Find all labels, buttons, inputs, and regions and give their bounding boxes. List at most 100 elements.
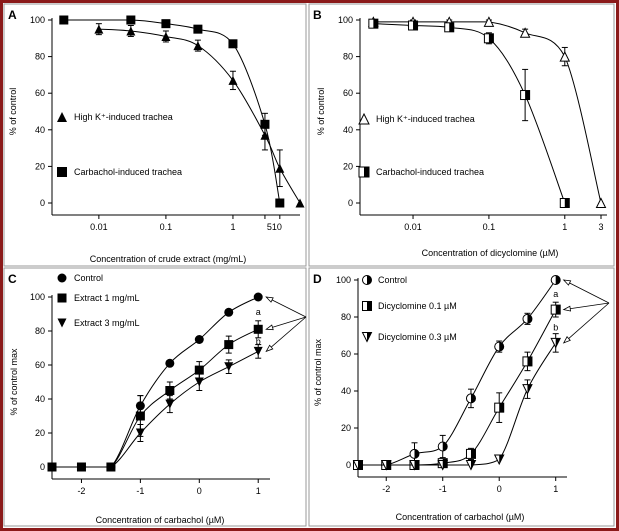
data-point [224,307,234,317]
data-point [559,50,571,62]
marker-half-circle-fill [555,275,561,285]
marker-square [253,324,263,334]
marker-half-square-fill [527,356,532,366]
y-axis-label: % of control max [313,338,323,406]
data-point [224,362,234,372]
y-tick-label: 0 [40,198,45,208]
data-point [194,335,204,344]
y-tick-label: 20 [35,161,45,171]
x-tick-label: 0 [197,486,202,496]
marker-half-square-fill [373,19,378,29]
data-point [520,90,531,101]
panel-frame-c [3,267,307,527]
significance-label: a [256,307,261,317]
data-point [228,75,238,85]
y-tick-label: 60 [35,360,45,370]
data-point [437,441,448,452]
panel-b: B 0 20 40 60 80 100 0.01 0.1 1 3 Concentration of d… [313,8,607,258]
data-point [437,460,449,471]
marker-half-triangle-fill [527,384,532,394]
marker-half-square-fill [470,449,476,459]
annotations: ab [553,279,610,344]
data-point [126,26,136,36]
y-axis-label: % of control [316,88,326,136]
panel-label: B [313,8,322,22]
x-tick-label: 1 [230,222,235,232]
data-point [194,365,204,375]
pointer-arrow [266,296,307,318]
arrow-head [562,305,572,312]
x-tick-label: 0.01 [90,222,108,232]
series-curve [51,328,259,468]
series-1 [368,18,570,208]
data-point [161,19,171,29]
data-point [165,399,175,409]
marker-half-circle-fill [527,314,532,324]
data-point [493,454,505,466]
x-tick-label: 0.01 [404,222,422,232]
data-point [253,292,263,302]
marker-open-triangle [595,197,607,208]
y-tick-label: 40 [35,394,45,404]
data-point [368,18,379,29]
data-point [260,119,270,129]
marker-square [275,198,285,208]
legend-marker [57,318,67,328]
marker-triangle [161,31,171,41]
marker-half-triangle-fill [499,454,504,464]
y-tick-label: 20 [343,161,353,171]
arrow-head [265,344,274,353]
data-point [94,24,104,34]
significance-label: b [256,336,261,346]
legend-marker [57,167,67,177]
data-point [408,20,419,31]
marker-half-square-fill [488,33,494,43]
marker-half-circle-fill [367,275,372,285]
marker-square [135,411,145,421]
panel-label: A [8,8,17,22]
marker-half-square-fill [499,403,504,413]
data-point [519,27,531,38]
legend-label: Dicyclomine 0.1 µM [378,301,457,311]
legend-label: Extract 3 mg/mL [74,318,140,328]
data-point [165,386,175,395]
marker-triangle [295,198,305,208]
marker-half-triangle-fill [470,460,476,470]
data-point [550,337,562,349]
x-tick-label: 0 [497,484,502,494]
data-point [522,356,533,367]
marker-square [228,39,238,49]
marker-inverted-triangle [135,428,145,438]
y-tick-label: 20 [341,423,351,433]
marker-half-square-fill [555,305,561,315]
marker-open-triangle [519,27,531,38]
data-point [126,15,136,25]
data-point [228,39,238,49]
legend-marker [57,293,67,303]
data-point [106,462,116,472]
data-point [275,198,285,208]
marker-half-circle-fill [442,442,448,451]
legend-marker [362,275,372,285]
marker-inverted-triangle [194,377,204,387]
y-tick-label: 60 [343,88,353,98]
panel-frame-a [3,3,307,267]
data-point [135,411,145,421]
data-point [194,377,204,387]
series-1 [47,320,263,472]
marker-triangle [228,75,238,85]
data-point [483,16,495,27]
marker-half-triangle-fill [367,332,372,342]
data-point [352,460,364,471]
arrow-head [562,279,572,286]
legend-marker [358,112,370,125]
marker-square [194,365,204,375]
marker-inverted-triangle [106,462,116,472]
x-tick-label: 1 [553,484,558,494]
marker-half-triangle-fill [414,460,419,470]
series-curve [51,350,259,468]
panel-c: C 0 20 40 60 80 100 -2 -1 0 1 Concentration of carb… [8,272,307,525]
y-tick-label: 80 [341,312,351,322]
x-tick-label: -1 [136,486,144,496]
